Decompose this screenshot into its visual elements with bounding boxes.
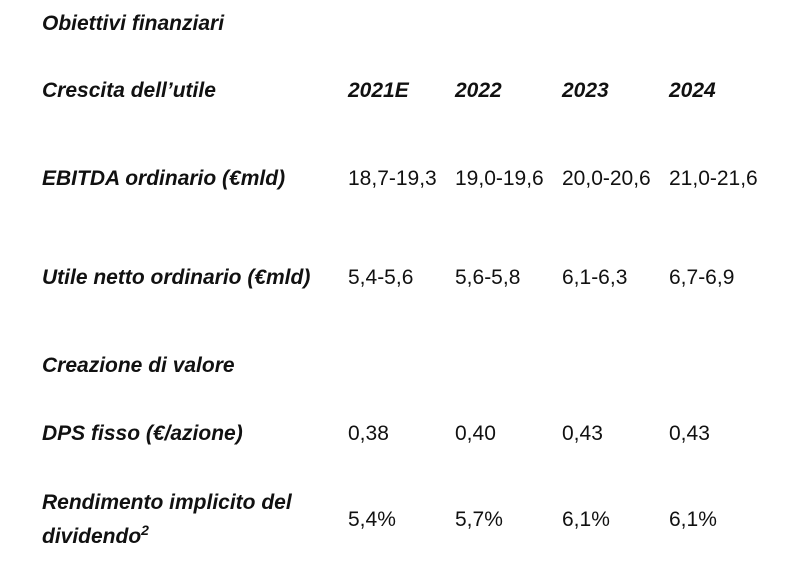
ebitda-value: 20,0-20,6 xyxy=(562,167,651,190)
dividend-yield-value: 6,1% xyxy=(669,508,717,531)
ebitda-value: 21,0-21,6 xyxy=(669,167,758,190)
dps-value: 0,40 xyxy=(455,422,496,445)
dps-label: DPS fisso (€/azione) xyxy=(42,422,243,445)
section-title: Obiettivi finanziari xyxy=(42,12,225,35)
dividend-yield-value: 5,7% xyxy=(455,508,503,531)
table-row: EBITDA ordinario (€mld) 18,7-19,3 19,0-1… xyxy=(36,134,776,224)
dividend-yield-label-text: Rendimento implicito del dividendo xyxy=(42,491,292,548)
dps-value: 0,43 xyxy=(562,422,603,445)
table-row: Rendimento implicito del dividendo2 5,4%… xyxy=(36,468,776,572)
dividend-yield-value: 5,4% xyxy=(348,508,396,531)
net-income-value: 5,6-5,8 xyxy=(455,266,521,289)
table-row: Obiettivi finanziari xyxy=(36,0,776,48)
table-row: DPS fisso (€/azione) 0,38 0,40 0,43 0,43 xyxy=(36,400,776,468)
table-row: Crescita dell’utile 2021E 2022 2023 2024 xyxy=(36,48,776,134)
net-income-label: Utile netto ordinario (€mld) xyxy=(42,266,311,289)
year-header: 2021E xyxy=(348,79,409,102)
footnote-marker: 2 xyxy=(141,522,149,538)
value-creation-label: Creazione di valore xyxy=(42,354,235,377)
dividend-yield-label: Rendimento implicito del dividendo2 xyxy=(36,468,348,572)
dps-value: 0,43 xyxy=(669,422,710,445)
ebitda-label: EBITDA ordinario (€mld) xyxy=(42,167,286,190)
net-income-value: 6,7-6,9 xyxy=(669,266,735,289)
ebitda-value: 19,0-19,6 xyxy=(455,167,544,190)
year-header: 2022 xyxy=(455,79,502,102)
net-income-value: 5,4-5,6 xyxy=(348,266,414,289)
year-header: 2023 xyxy=(562,79,609,102)
table-row: Utile netto ordinario (€mld) 5,4-5,6 5,6… xyxy=(36,224,776,332)
financial-targets-table: Obiettivi finanziari Crescita dell’utile… xyxy=(36,0,776,572)
growth-label: Crescita dell’utile xyxy=(42,79,216,102)
ebitda-value: 18,7-19,3 xyxy=(348,167,437,190)
table-row: Creazione di valore xyxy=(36,332,776,400)
dps-value: 0,38 xyxy=(348,422,389,445)
net-income-value: 6,1-6,3 xyxy=(562,266,628,289)
dividend-yield-value: 6,1% xyxy=(562,508,610,531)
year-header: 2024 xyxy=(669,79,716,102)
